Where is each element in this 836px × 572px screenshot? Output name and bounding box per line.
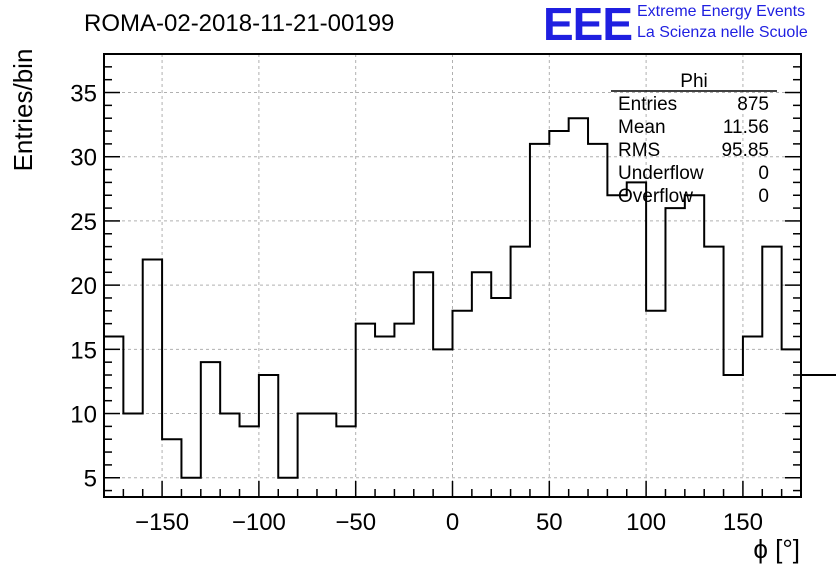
x-tick-label: 0 xyxy=(446,509,459,536)
stats-box: Phi Entries 875 Mean 11.56 RMS 95.85 Underflow… xyxy=(611,71,777,207)
x-tick-label: −50 xyxy=(335,509,376,536)
y-tick-label: 35 xyxy=(70,81,97,108)
logo-line-1: Extreme Energy Events xyxy=(637,3,806,20)
y-tick-label: 15 xyxy=(70,337,97,364)
y-tick-label: 25 xyxy=(70,209,97,236)
stats-value: 11.56 xyxy=(723,117,769,138)
stats-label: RMS xyxy=(618,140,660,161)
stats-value: 0 xyxy=(758,186,769,207)
y-axis-ticks: 5 10 15 20 25 30 35 xyxy=(70,66,801,493)
x-axis-ticks: −150 −100 −50 0 50 100 150 xyxy=(122,481,802,536)
histogram-line xyxy=(104,117,836,479)
x-tick-label: 100 xyxy=(626,509,666,536)
y-tick-label: 10 xyxy=(70,402,97,429)
y-axis-label: Entries/bin xyxy=(8,49,38,172)
y-tick-label: 20 xyxy=(70,273,97,300)
stats-label: Overflow xyxy=(618,186,693,207)
stats-value: 95.85 xyxy=(721,140,769,161)
stats-value: 0 xyxy=(758,163,769,184)
x-tick-label: 150 xyxy=(723,509,763,536)
grid-lines xyxy=(104,54,801,497)
eee-logo: EEE xyxy=(543,0,633,50)
y-tick-label: 5 xyxy=(84,466,97,493)
y-tick-label: 30 xyxy=(70,145,97,172)
x-axis-label: ϕ [°] xyxy=(753,534,800,564)
stats-label: Underflow xyxy=(618,163,704,184)
chart-title: ROMA-02-2018-11-21-00199 xyxy=(84,10,395,37)
stats-label: Mean xyxy=(618,117,666,138)
stats-label: Entries xyxy=(618,94,677,115)
logo-line-2: La Scienza nelle Scuole xyxy=(637,24,808,41)
x-tick-label: −100 xyxy=(232,509,286,536)
x-tick-label: −150 xyxy=(135,509,189,536)
stats-value: 875 xyxy=(737,94,769,115)
x-tick-label: 50 xyxy=(536,509,563,536)
stats-title: Phi xyxy=(680,71,707,92)
